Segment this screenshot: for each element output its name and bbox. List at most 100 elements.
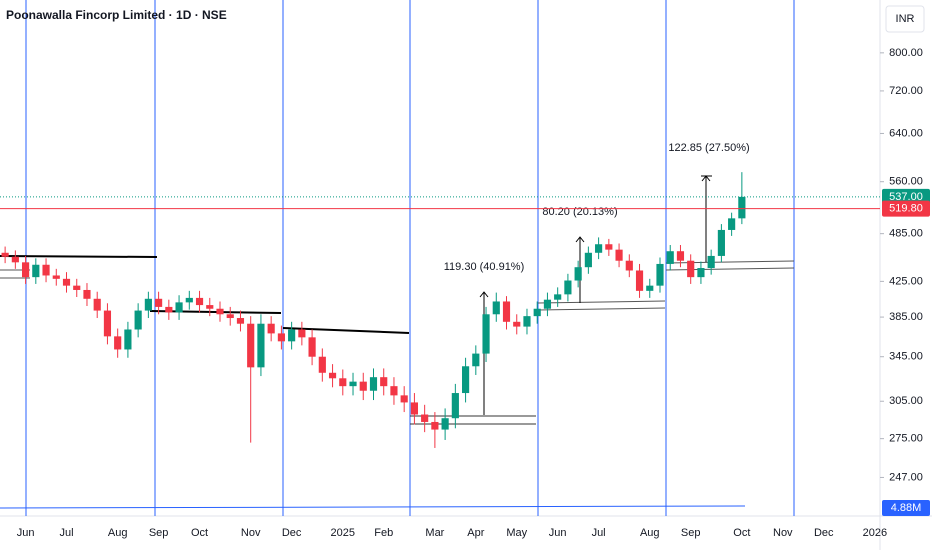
x-tick-label: Nov <box>773 527 793 539</box>
y-tick-label: 275.00 <box>889 433 923 445</box>
candle-body <box>185 297 193 303</box>
y-tick-label: 247.00 <box>889 471 923 483</box>
candle-body <box>124 329 132 350</box>
candle-body <box>195 297 204 306</box>
x-tick-label: Sep <box>681 527 701 539</box>
candle-body <box>451 393 459 419</box>
x-tick-label: Oct <box>191 527 208 539</box>
candle-body <box>165 306 173 313</box>
candle-body <box>288 329 296 342</box>
candle-body <box>175 302 183 313</box>
candle-body <box>625 260 633 271</box>
x-tick-label: 2026 <box>863 527 887 539</box>
candle-body <box>523 316 531 327</box>
y-tick-label: 305.00 <box>889 395 923 407</box>
candle-body <box>543 299 552 309</box>
y-tick-label: 640.00 <box>889 127 923 139</box>
y-tick-label: 485.00 <box>889 228 923 240</box>
x-tick-label: Apr <box>467 527 484 539</box>
candle-body <box>103 310 112 337</box>
candle-body <box>257 323 265 368</box>
candle-body <box>554 294 562 300</box>
candle-body <box>206 305 214 309</box>
price-tag <box>882 200 930 217</box>
channel-line <box>537 300 666 304</box>
candle-body <box>421 414 429 422</box>
trendline <box>0 255 158 258</box>
volume-ma <box>0 505 746 509</box>
candle-body <box>349 381 357 387</box>
candle-body <box>267 323 275 334</box>
candle-body <box>216 308 224 315</box>
candle-body <box>574 267 582 281</box>
candle-body <box>328 372 337 379</box>
candle-body <box>155 298 163 307</box>
candle-body <box>42 264 50 276</box>
x-tick-label: Dec <box>814 527 834 539</box>
candle-body <box>226 314 234 319</box>
candle-body <box>318 356 326 373</box>
candle-body <box>52 275 60 279</box>
candle-body <box>502 301 511 322</box>
trendline <box>282 327 410 334</box>
candle-body <box>615 249 623 261</box>
candle-body <box>462 366 470 394</box>
x-tick-label: 2025 <box>331 527 355 539</box>
annotation: 119.30 (40.91%) <box>444 261 525 273</box>
candle-body <box>247 323 255 368</box>
chart-title: Poonawalla Fincorp Limited · 1D · NSE <box>6 8 227 22</box>
x-tick-label: Sep <box>149 527 169 539</box>
candle-body <box>584 252 592 268</box>
volume-label: 4.88M <box>891 502 922 514</box>
candle-body <box>410 402 418 415</box>
x-tick-label: Jun <box>17 527 35 539</box>
candle-body <box>431 421 439 430</box>
candle-body <box>277 333 285 342</box>
x-tick-label: Jun <box>549 527 567 539</box>
y-tick-label: 345.00 <box>889 351 923 363</box>
candle-body <box>236 318 245 324</box>
candle-body <box>134 310 142 330</box>
candle-body <box>390 386 398 396</box>
y-tick-label: 720.00 <box>889 85 923 97</box>
candle-body <box>738 196 746 219</box>
candle-body <box>564 280 572 295</box>
candle-body <box>144 298 152 311</box>
x-tick-label: Dec <box>282 527 302 539</box>
candle-body <box>62 278 71 286</box>
candle-body <box>666 251 674 264</box>
candle-body <box>728 218 736 230</box>
y-tick-label: 800.00 <box>889 47 923 59</box>
candle-body <box>359 381 367 391</box>
currency-button[interactable] <box>885 5 925 33</box>
candle-body <box>635 270 644 291</box>
candle-body <box>298 329 306 338</box>
candle-body <box>11 256 19 263</box>
candle-body <box>308 337 316 357</box>
candle-body <box>441 418 449 430</box>
x-tick-label: Nov <box>241 527 261 539</box>
x-tick-label: Aug <box>108 527 128 539</box>
x-tick-label: May <box>506 527 527 539</box>
candle-body <box>687 260 695 278</box>
x-tick-label: Oct <box>733 527 750 539</box>
currency[interactable]: INR <box>896 13 915 25</box>
candle-body <box>676 251 685 261</box>
candle-body <box>595 244 603 253</box>
candle-body <box>533 308 541 317</box>
candle-body <box>380 377 388 387</box>
candle-body <box>73 285 81 290</box>
candle-body <box>513 321 521 327</box>
candle-body <box>83 289 91 299</box>
x-tick-label: Jul <box>592 527 606 539</box>
candle-body <box>697 268 705 278</box>
candle-body <box>32 264 40 278</box>
price-tag-label: 537.00 <box>889 191 923 203</box>
candle-body <box>646 285 654 291</box>
x-tick-label: Mar <box>425 527 444 539</box>
candles <box>1 172 746 448</box>
volume-tag <box>882 500 930 516</box>
x-tick-label: Aug <box>640 527 660 539</box>
